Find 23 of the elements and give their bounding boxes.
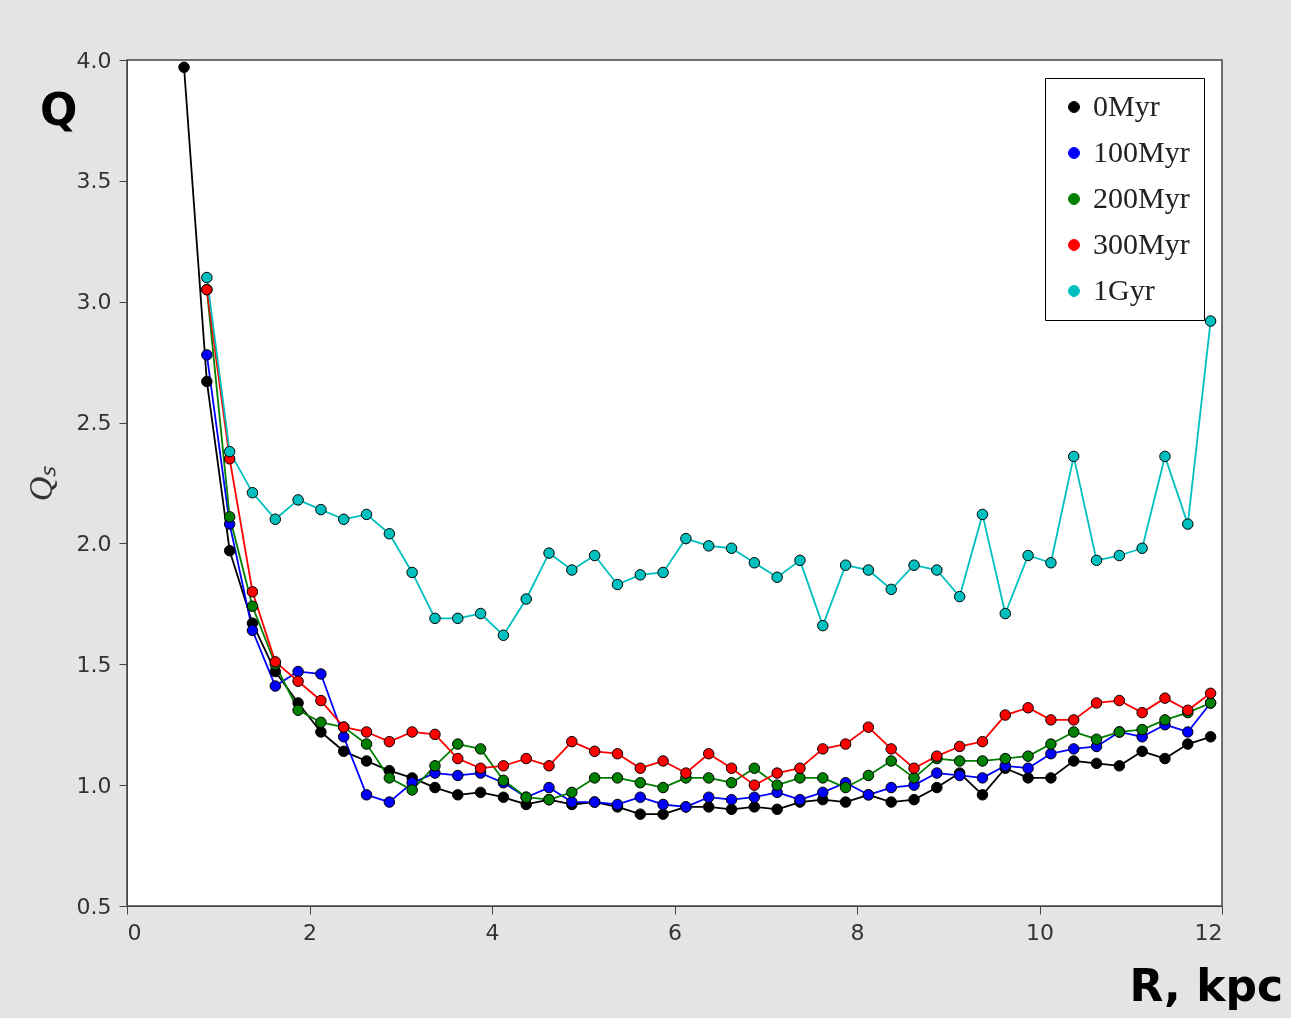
legend-label: 200Myr [1093, 181, 1190, 214]
y-tick-label: 2.0 [76, 530, 112, 556]
legend-label: 1Gyr [1093, 273, 1155, 306]
x-tick-label: 4 [485, 919, 500, 945]
x-tick-label: 2 [303, 919, 317, 945]
y-tick-label: 1.0 [76, 772, 112, 798]
text: R, kpc [1129, 960, 1283, 1011]
x-tick-label: 6 [668, 919, 682, 945]
y-tick-label: 3.0 [76, 289, 112, 315]
x-tick-label: 8 [850, 919, 865, 945]
legend-label: 300Myr [1093, 227, 1190, 260]
x-tick-label: 12 [1194, 919, 1223, 945]
legend-label: 100Myr [1093, 135, 1190, 168]
y-axis-title: Qₛ [21, 464, 59, 502]
y-tick-label: 4.0 [76, 47, 112, 73]
x-tick-label: 10 [1026, 919, 1054, 945]
y-tick-label: 1.5 [76, 651, 112, 677]
y-tick-label: 0.5 [76, 893, 112, 919]
text: Q [40, 84, 78, 135]
x-tick-label: 0 [127, 919, 142, 945]
legend-label: 0Myr [1093, 89, 1160, 122]
y-tick-label: 3.5 [76, 168, 112, 194]
y-tick-label: 2.5 [76, 410, 112, 436]
